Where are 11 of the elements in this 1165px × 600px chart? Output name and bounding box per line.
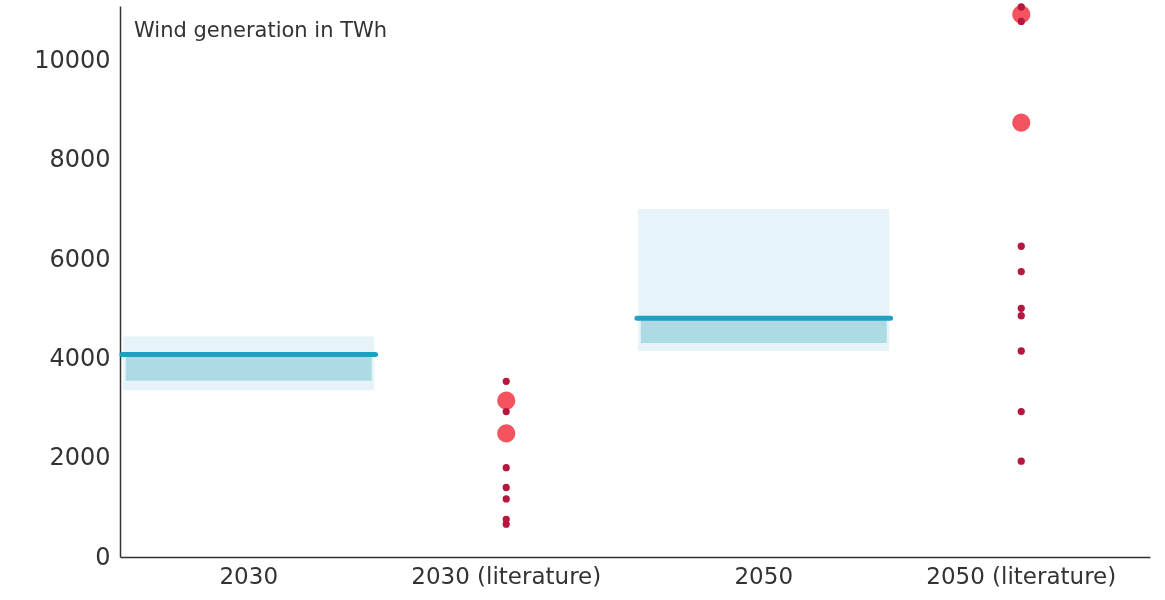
y-tick-label: 10000 [34,46,111,75]
y-tick-label: 4000 [49,343,111,372]
y-tick-label: 0 [95,542,111,571]
x-tick-label: 2030 (literature) [411,562,602,589]
x-tick-label: 2050 (literature) [926,562,1117,589]
y-tick-label: 8000 [49,145,111,174]
x-tick-label: 2050 [734,562,794,589]
text: Wind generation in TWh [134,18,388,42]
x-tick-label: 2030 [219,562,279,589]
y-tick-label: 2000 [49,443,111,472]
y-tick-label: 6000 [49,244,111,273]
